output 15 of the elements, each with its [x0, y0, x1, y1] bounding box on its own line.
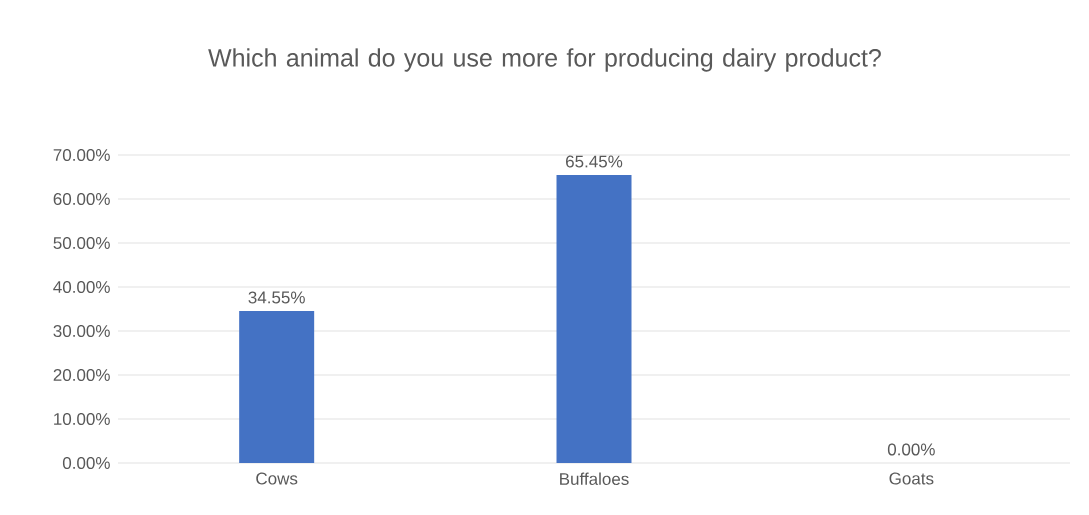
data-label: 34.55%: [248, 291, 305, 304]
data-label: 0.00%: [887, 443, 935, 456]
y-tick-label: 60.00%: [53, 192, 110, 206]
y-tick-label: 20.00%: [53, 368, 110, 382]
x-tick-label: Buffaloes: [560, 472, 629, 486]
data-label: 65.45%: [566, 155, 623, 168]
y-tick-label: 10.00%: [54, 412, 110, 426]
y-tick-label: 50.00%: [53, 236, 110, 250]
x-tick-label: Cows: [256, 472, 298, 485]
y-tick-label: 30.00%: [53, 324, 110, 338]
chart-title: Which animal do you use more for producing dairy product?: [208, 48, 881, 72]
y-tick-label: 0.00%: [62, 456, 110, 470]
y-tick-label: 40.00%: [53, 280, 110, 294]
x-tick-label: Goats: [889, 472, 934, 485]
y-tick-label: 70.00%: [53, 148, 110, 162]
